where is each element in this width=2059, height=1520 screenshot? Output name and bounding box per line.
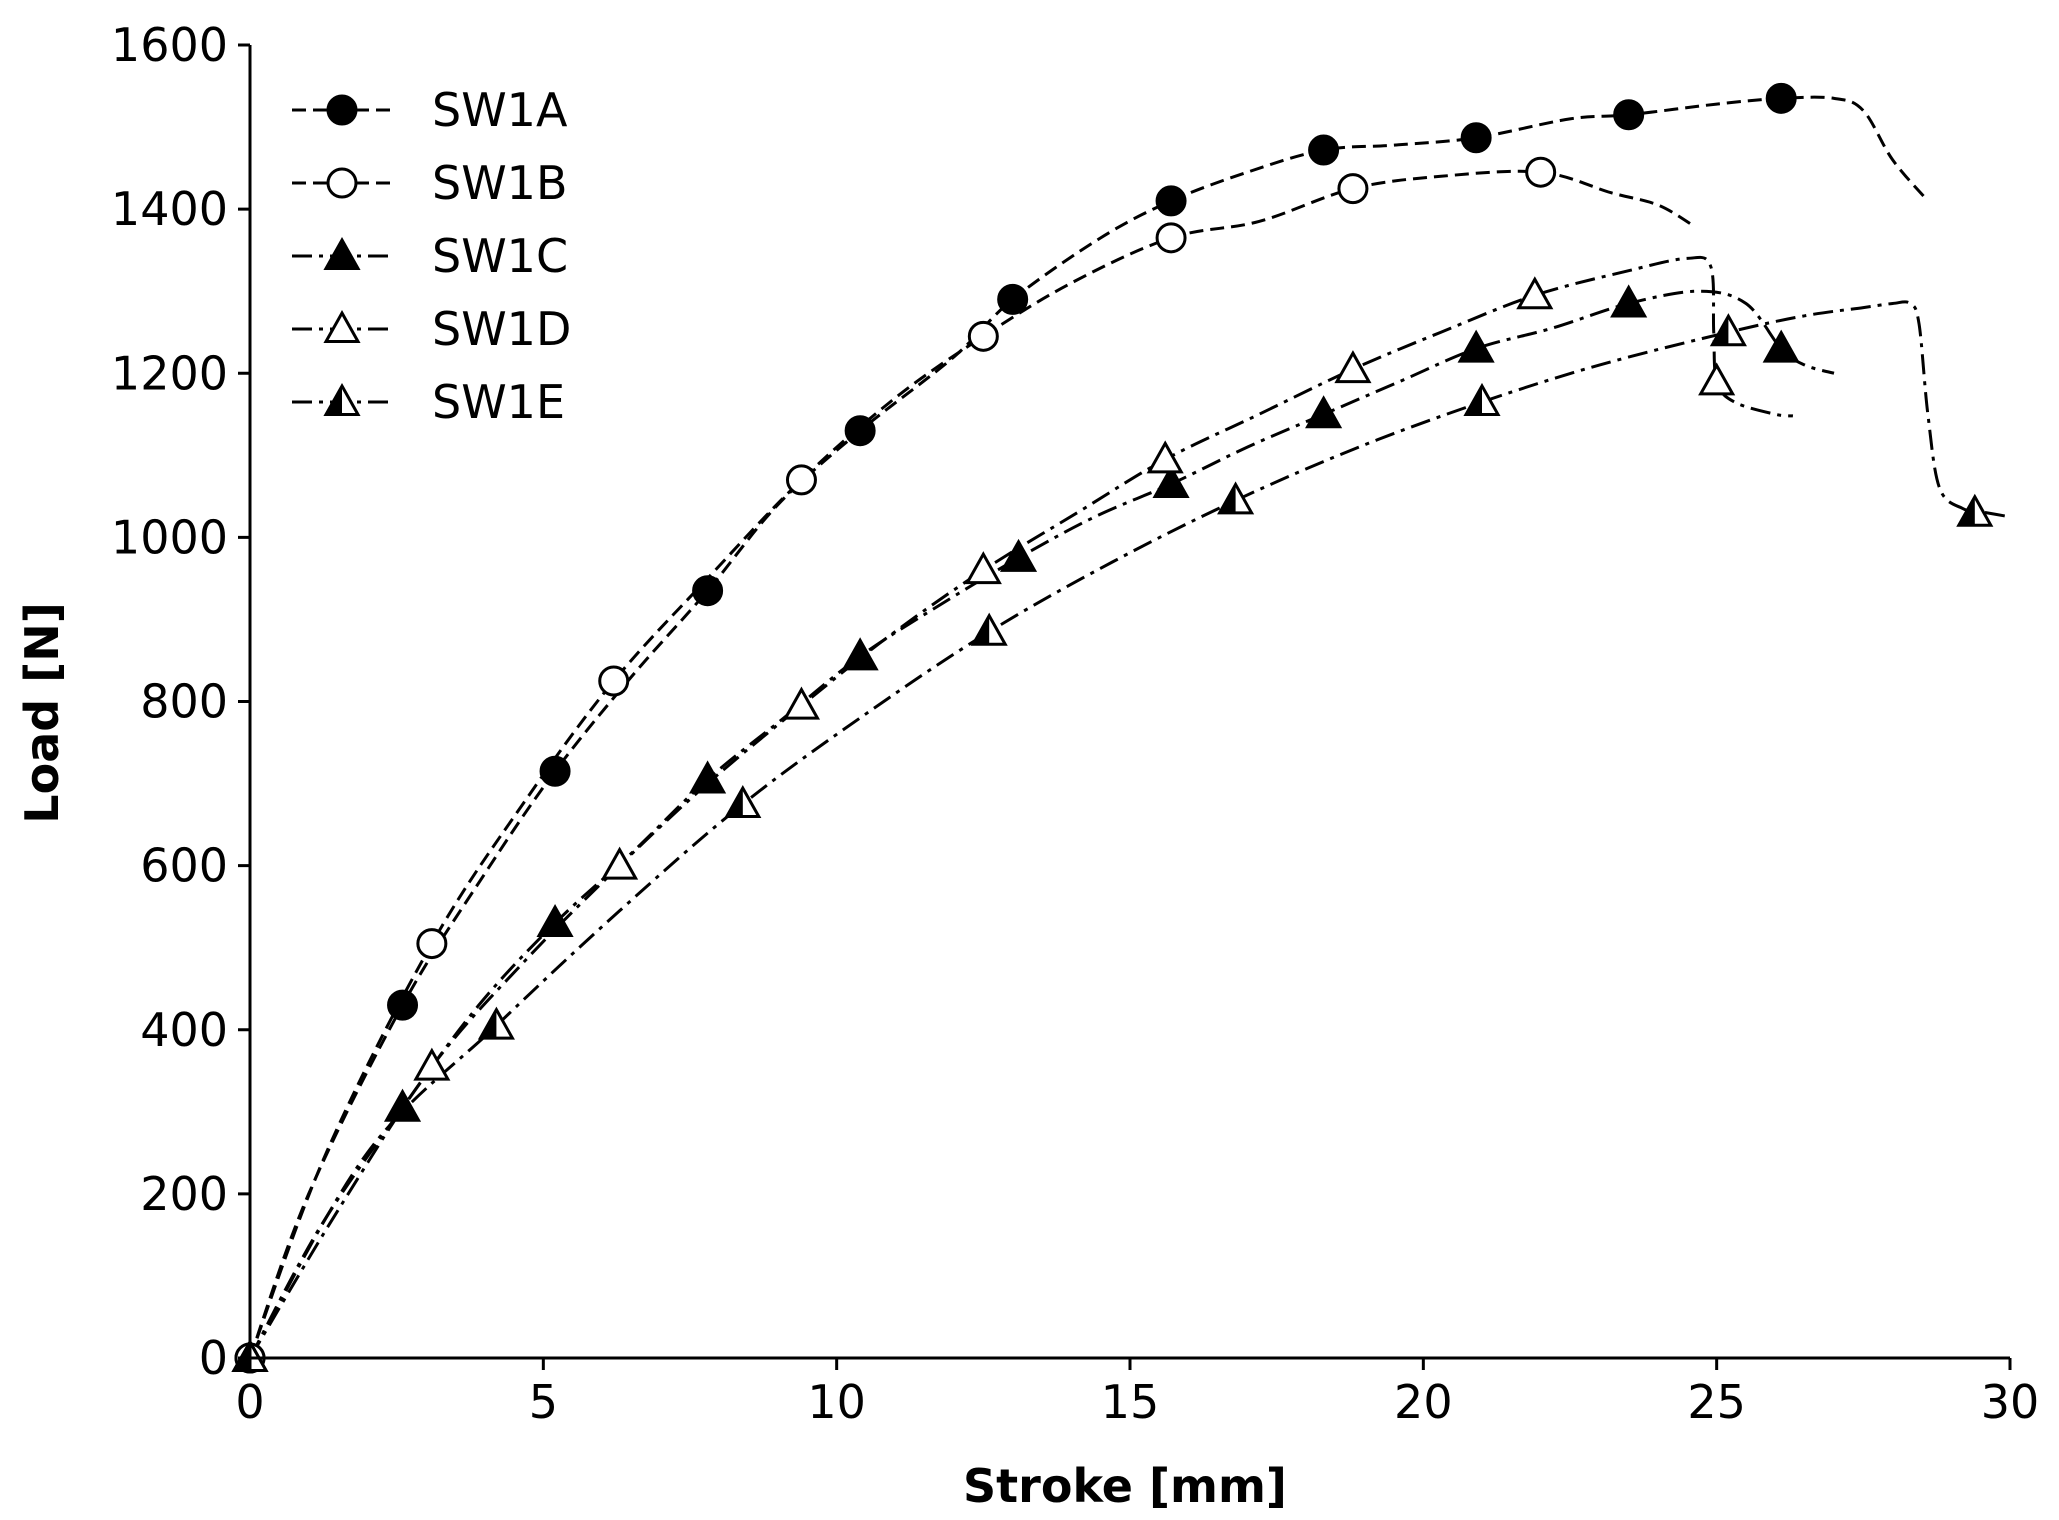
data-point-sw1b <box>1155 222 1187 254</box>
data-point-sw1d <box>1146 440 1184 474</box>
legend-marker-sw1c <box>323 236 361 270</box>
legend-label-sw1a: SW1A <box>432 83 568 137</box>
x-tick-label: 15 <box>1101 1375 1160 1429</box>
y-tick-label: 1400 <box>111 182 228 236</box>
series-line-sw1a <box>248 95 1930 1359</box>
data-point-sw1c <box>689 760 727 794</box>
data-point-sw1a <box>1765 82 1797 114</box>
data-point-sw1c <box>999 538 1038 572</box>
plot-lines <box>248 95 2011 1359</box>
series-line-sw1c <box>248 289 1835 1359</box>
data-point-sw1d <box>1516 276 1554 310</box>
data-point-sw1c <box>1305 395 1343 429</box>
data-point-sw1d <box>964 551 1002 585</box>
data-point-sw1a <box>1460 122 1492 154</box>
data-point-sw1c <box>383 1088 422 1122</box>
x-axis-title: Stroke [mm] <box>963 1459 1287 1513</box>
y-tick-label: 1600 <box>111 18 228 72</box>
data-point-sw1b <box>416 928 448 960</box>
data-point-sw1c <box>536 904 574 938</box>
y-tick-label: 1000 <box>111 510 228 564</box>
y-tick-label: 400 <box>140 1003 228 1057</box>
data-point-sw1a <box>1155 185 1187 217</box>
data-point-sw1e <box>477 1006 515 1040</box>
data-point-sw1e <box>1709 313 1747 347</box>
y-tick-label: 600 <box>140 839 228 893</box>
series-line-sw1d <box>248 255 1794 1359</box>
data-point-sw1e <box>970 612 1008 646</box>
data-point-sw1c <box>1762 329 1800 363</box>
x-tick-label: 0 <box>235 1375 264 1429</box>
data-point-sw1a <box>387 989 419 1021</box>
data-point-sw1b <box>1525 156 1557 188</box>
legend-item-sw1e: SW1E <box>292 375 565 429</box>
data-point-sw1b <box>967 320 999 352</box>
data-point-sw1b <box>598 665 630 697</box>
plot-markers <box>231 82 1994 1374</box>
data-point-sw1a <box>539 755 571 787</box>
data-point-sw1a <box>844 415 876 447</box>
y-tick-label: 200 <box>140 1167 228 1221</box>
data-point-sw1b <box>785 464 817 496</box>
data-point-sw1c <box>1610 284 1648 318</box>
y-tick-label: 800 <box>140 675 228 729</box>
x-tick-label: 20 <box>1394 1375 1453 1429</box>
legend-item-sw1c: SW1C <box>292 229 568 283</box>
data-point-sw1a <box>692 575 724 607</box>
data-point-sw1c <box>841 637 879 671</box>
data-point-sw1a <box>1308 134 1340 166</box>
x-tick-label: 25 <box>1687 1375 1746 1429</box>
legend-marker-sw1e <box>323 382 361 416</box>
axes: 0 5 10 15 20 25 30 0 200 400 600 800 1000 1200 1400 160… <box>111 18 2039 1429</box>
data-point-sw1e <box>1463 382 1501 416</box>
data-point-sw1e <box>1956 493 1994 527</box>
data-point-sw1e <box>1217 481 1255 515</box>
data-point-sw1d <box>1698 362 1736 396</box>
legend-label-sw1c: SW1C <box>432 229 568 283</box>
legend-marker-sw1b <box>326 167 358 199</box>
legend-label-sw1d: SW1D <box>432 302 571 356</box>
legend-item-sw1a: SW1A <box>292 83 568 137</box>
data-point-sw1a <box>997 283 1029 315</box>
x-tick-label: 5 <box>529 1375 558 1429</box>
y-axis-title: Load [N] <box>15 602 69 823</box>
data-point-sw1a <box>1613 99 1645 131</box>
series-line-sw1e <box>248 300 2011 1359</box>
legend-label-sw1e: SW1E <box>432 375 565 429</box>
data-point-sw1b <box>1337 173 1369 205</box>
legend-marker-sw1a <box>326 94 358 126</box>
data-point-sw1d <box>601 846 639 880</box>
legend-item-sw1d: SW1D <box>292 302 571 356</box>
x-tick-label: 30 <box>1981 1375 2040 1429</box>
data-point-sw1e <box>724 785 762 819</box>
series-line-sw1b <box>248 169 1694 1359</box>
data-point-sw1d <box>413 1047 451 1081</box>
data-point-sw1c <box>1457 329 1495 363</box>
y-tick-label: 0 <box>199 1331 228 1385</box>
legend: SW1A SW1B SW1C SW1D SW1E <box>292 83 571 429</box>
legend-label-sw1b: SW1B <box>432 156 568 210</box>
legend-marker-sw1d <box>323 309 361 343</box>
y-tick-label: 1200 <box>111 346 228 400</box>
legend-item-sw1b: SW1B <box>292 156 568 210</box>
data-point-sw1d <box>782 686 821 720</box>
x-tick-label: 10 <box>807 1375 866 1429</box>
data-point-sw1c <box>1152 464 1190 499</box>
data-point-sw1d <box>1334 350 1372 384</box>
